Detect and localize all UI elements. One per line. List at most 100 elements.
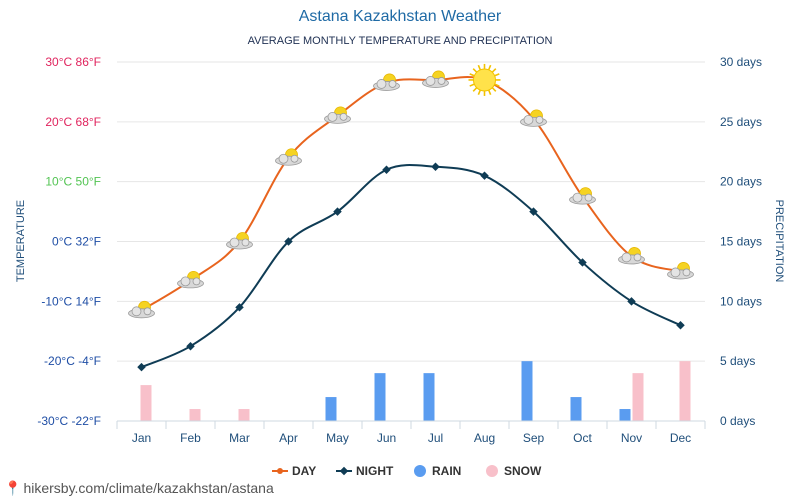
temp-lines [137, 75, 685, 372]
legend-label: RAIN [432, 464, 461, 478]
chart-title: Astana Kazakhstan Weather [298, 8, 502, 25]
right-tick-label: 30 days [720, 55, 762, 69]
cloud-puff [572, 192, 583, 203]
left-tick-label: -30°C -22°F [37, 414, 101, 428]
legend-marker [339, 466, 349, 476]
left-tick-label: 10°C 50°F [45, 175, 101, 189]
snow-bar [140, 385, 152, 421]
night-point [235, 303, 244, 312]
snow-bar [238, 409, 250, 421]
cloud-puff [437, 77, 446, 85]
footer-text: hikersby.com/climate/kazakhstan/astana [23, 480, 274, 496]
cloud-puff [241, 238, 250, 247]
left-tick-label: -10°C 14°F [41, 294, 101, 308]
cloud-puff [131, 306, 142, 317]
cloud-sun-icon [373, 73, 400, 91]
cloud-sun-icon [667, 262, 694, 280]
cloud-puff [376, 79, 387, 89]
weather-icons [128, 63, 694, 319]
cloud-sun-icon [177, 270, 204, 289]
rain-bar [619, 409, 631, 421]
sun-ray [487, 89, 492, 96]
night-point [431, 162, 440, 171]
rain-bar [423, 373, 435, 421]
cloud-puff [229, 237, 240, 248]
right-tick-label: 0 days [720, 414, 755, 428]
sun-ray [477, 89, 482, 96]
cloud-sun-icon [520, 109, 547, 127]
cloud-puff [535, 115, 544, 124]
right-tick-label: 25 days [720, 115, 762, 129]
cloud-sun-icon [618, 247, 645, 265]
cloud-sun-icon [128, 300, 155, 319]
cloud-puff [180, 276, 191, 287]
legend-label: NIGHT [356, 464, 394, 478]
cloud-sun-icon [275, 148, 302, 166]
sun-ray [472, 87, 478, 92]
x-tick-label: Aug [474, 431, 495, 445]
sun-ray [472, 68, 478, 73]
left-tick-label: -20°C -4°F [44, 354, 101, 368]
sun-ray [477, 64, 482, 71]
night-point [284, 237, 293, 246]
legend-marker [414, 465, 426, 477]
sun-ray [469, 73, 475, 77]
rain-bar [374, 373, 386, 421]
x-tick-label: Dec [670, 431, 691, 445]
snow-bar [189, 409, 201, 421]
night-point [333, 207, 342, 216]
sun-ray [469, 83, 475, 87]
x-tick-label: Mar [229, 431, 250, 445]
cloud-sun-icon [422, 70, 449, 88]
legend-marker [277, 468, 283, 474]
cloud-puff [290, 154, 299, 163]
rain-bar [521, 361, 533, 421]
cloud-puff [621, 252, 632, 263]
sun-ray [494, 83, 500, 87]
cloud-puff [523, 114, 534, 125]
x-tick-label: Sep [523, 431, 545, 445]
x-tick-label: Apr [279, 431, 298, 445]
x-tick-label: Feb [180, 431, 201, 445]
cloud-puff [584, 193, 593, 202]
snow-bar [679, 361, 691, 421]
snow-bar [632, 373, 644, 421]
cloud-puff [339, 112, 348, 121]
cloud-sun-icon [226, 232, 253, 250]
night-point [137, 362, 146, 372]
sun-icon [468, 63, 501, 96]
y-axis-title-left: TEMPERATURE [15, 200, 27, 282]
y-axis-title-right: PRECIPITATION [773, 200, 785, 283]
left-tick-label: 30°C 86°F [45, 55, 101, 69]
axes: 30°C 86°F 20°C 68°F 10°C 50°F 0°C 32°F -10°C… [15, 55, 785, 445]
legend-label: DAY [292, 464, 316, 478]
sun-disc [473, 68, 496, 92]
night-point [627, 297, 636, 306]
cloud-puff [388, 80, 397, 88]
cloud-sun-icon [324, 106, 351, 124]
left-tick-label: 20°C 68°F [45, 115, 101, 129]
legend-marker [486, 465, 498, 477]
cloud-puff [682, 268, 691, 277]
x-tick-label: May [326, 431, 349, 445]
night-point [578, 258, 587, 267]
x-tick-label: Jun [377, 431, 396, 445]
rain-bar [570, 397, 582, 421]
footer-link[interactable]: 📍 hikersby.com/climate/kazakhstan/astana [4, 480, 274, 497]
x-tick-label: Nov [621, 431, 642, 445]
cloud-puff [143, 307, 152, 316]
cloud-puff [670, 267, 681, 278]
x-tick-label: Jan [132, 431, 151, 445]
right-tick-label: 10 days [720, 294, 762, 308]
right-tick-label: 15 days [720, 235, 762, 249]
sun-ray [491, 87, 497, 92]
sun-ray [487, 64, 492, 71]
cloud-puff [327, 111, 338, 122]
day-line [140, 75, 681, 312]
cloud-sun-icon [569, 187, 596, 205]
sun-ray [494, 73, 500, 77]
night-point [676, 321, 685, 330]
rain-bar [325, 397, 337, 421]
legend: DAY NIGHT RAIN SNOW [272, 464, 542, 478]
